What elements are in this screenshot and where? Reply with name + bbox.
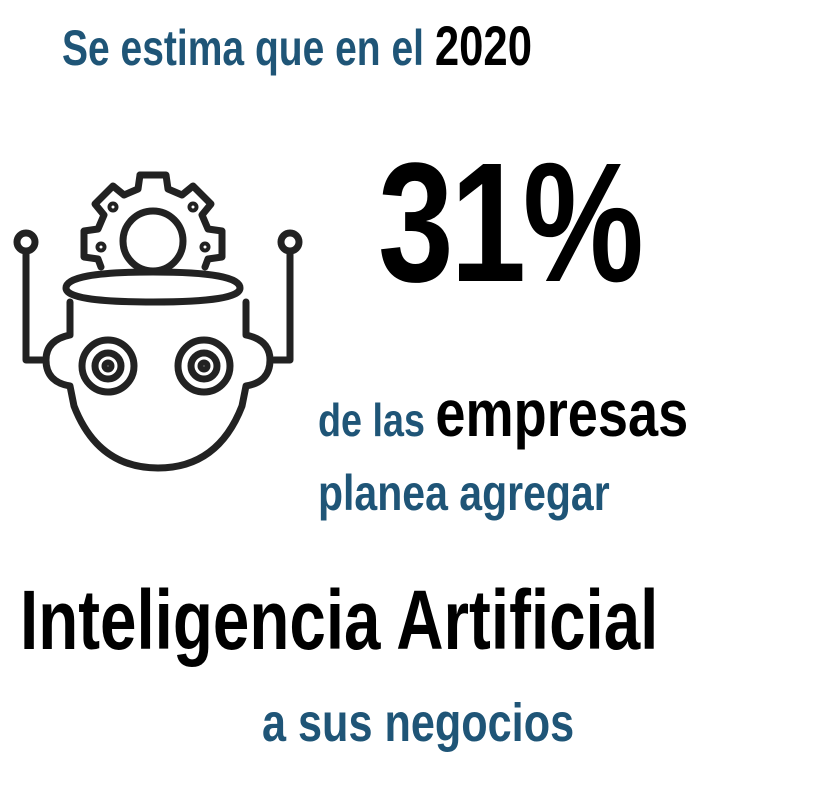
head-rim — [62, 268, 244, 306]
verb-phrase: planea agregar — [318, 465, 610, 521]
right-eye — [174, 336, 234, 396]
headline-year: 2020 — [434, 14, 533, 77]
closing-text: a sus negocios — [262, 693, 575, 753]
left-antenna — [13, 229, 46, 364]
statistic-value: 31% — [378, 128, 644, 318]
headline: Se estima que en el 2020 — [62, 18, 532, 74]
head-outline — [42, 298, 274, 472]
subject-prefix: de las — [318, 394, 425, 446]
technology-label: Inteligencia Artificial — [20, 573, 659, 667]
left-eye — [78, 336, 138, 396]
robot-gear-icon — [13, 171, 303, 472]
headline-prefix: Se estima que en el — [62, 20, 424, 76]
subject-emphasis: empresas — [435, 376, 689, 450]
subject-line: de las empresas — [318, 380, 688, 446]
gear-icon — [80, 171, 226, 275]
right-antenna — [270, 229, 303, 364]
